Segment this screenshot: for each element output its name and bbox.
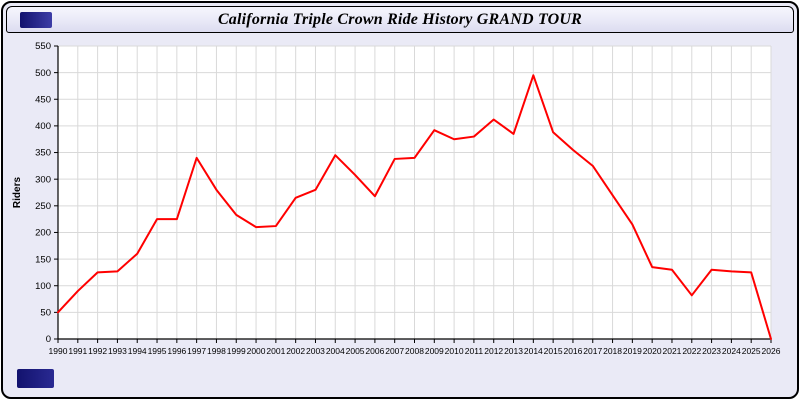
svg-text:2019: 2019 (623, 346, 642, 356)
svg-text:2007: 2007 (385, 346, 404, 356)
svg-text:2015: 2015 (544, 346, 563, 356)
chart-area: 0 50 100 150 200 250 300 350 400 450 500 550 1990 199… (9, 37, 795, 371)
svg-text:2014: 2014 (524, 346, 543, 356)
svg-text:2013: 2013 (504, 346, 523, 356)
svg-text:450: 450 (35, 94, 51, 105)
svg-text:2011: 2011 (465, 346, 484, 356)
chart-title-bar: California Triple Crown Ride History GRA… (6, 6, 794, 33)
svg-text:2018: 2018 (603, 346, 622, 356)
svg-text:2006: 2006 (365, 346, 384, 356)
svg-text:1990: 1990 (49, 346, 68, 356)
svg-text:550: 550 (35, 41, 51, 52)
svg-text:2010: 2010 (445, 346, 464, 356)
svg-text:1994: 1994 (128, 346, 147, 356)
svg-text:2003: 2003 (306, 346, 325, 356)
svg-text:1996: 1996 (167, 346, 186, 356)
svg-text:2012: 2012 (484, 346, 503, 356)
svg-text:50: 50 (40, 308, 51, 319)
svg-text:2000: 2000 (247, 346, 266, 356)
svg-text:2005: 2005 (346, 346, 365, 356)
svg-text:Riders: Riders (12, 177, 23, 209)
svg-text:2002: 2002 (286, 346, 305, 356)
chart-title: California Triple Crown Ride History GRA… (217, 10, 583, 28)
svg-text:2009: 2009 (425, 346, 444, 356)
svg-text:1997: 1997 (187, 346, 206, 356)
svg-text:1993: 1993 (108, 346, 127, 356)
svg-text:2008: 2008 (405, 346, 424, 356)
svg-text:2026: 2026 (762, 346, 781, 356)
svg-text:1999: 1999 (227, 346, 246, 356)
svg-text:0: 0 (46, 334, 51, 345)
svg-text:500: 500 (35, 68, 51, 79)
svg-text:2022: 2022 (682, 346, 701, 356)
svg-text:2004: 2004 (326, 346, 345, 356)
svg-text:400: 400 (35, 121, 51, 132)
svg-text:2020: 2020 (643, 346, 662, 356)
svg-text:350: 350 (35, 148, 51, 159)
svg-text:2024: 2024 (722, 346, 741, 356)
svg-text:100: 100 (35, 281, 51, 292)
svg-text:2016: 2016 (563, 346, 582, 356)
svg-text:250: 250 (35, 201, 51, 212)
svg-text:1998: 1998 (207, 346, 226, 356)
svg-text:2021: 2021 (663, 346, 682, 356)
svg-text:2023: 2023 (702, 346, 721, 356)
svg-text:2025: 2025 (742, 346, 761, 356)
title-accent-decoration (20, 12, 52, 28)
svg-text:1991: 1991 (68, 346, 87, 356)
svg-text:2017: 2017 (583, 346, 602, 356)
footer-accent-decoration (17, 369, 54, 388)
svg-text:2001: 2001 (266, 346, 285, 356)
svg-text:1995: 1995 (148, 346, 167, 356)
svg-text:200: 200 (35, 228, 51, 239)
svg-text:150: 150 (35, 254, 51, 265)
svg-text:300: 300 (35, 174, 51, 185)
svg-text:1992: 1992 (88, 346, 107, 356)
